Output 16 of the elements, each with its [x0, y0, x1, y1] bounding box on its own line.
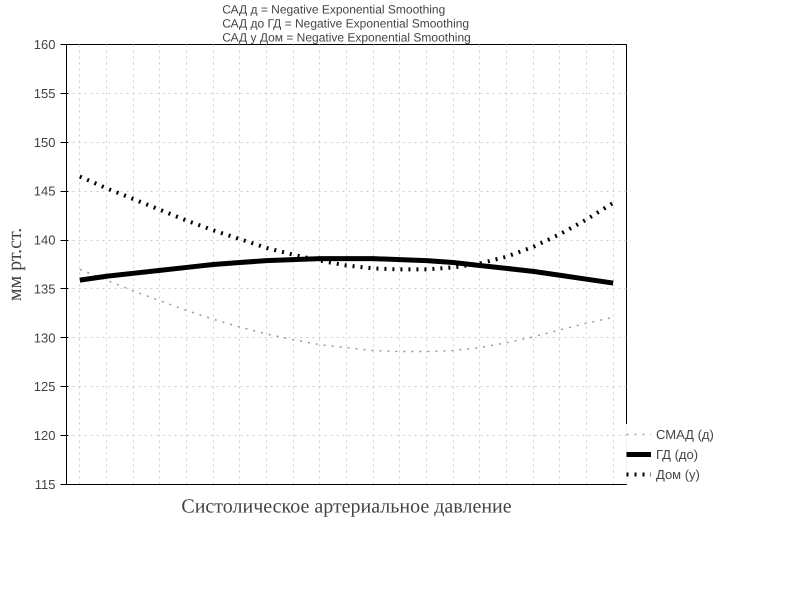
chart-title: САД д = Negative Exponential Smoothing САД до ГД = Negative Exponential Smoothing САД у Дом = Negative Exponential Smoothing: [222, 2, 471, 44]
y-tick-label: 140: [34, 232, 56, 248]
legend-label: Дом (у): [656, 466, 700, 482]
y-tick-label: 155: [34, 86, 56, 101]
y-tick-label: 160: [34, 37, 56, 52]
y-tick-label: 145: [34, 184, 56, 199]
x-axis-title: Систолическое артериальное давление: [181, 496, 512, 518]
y-tick-label: 130: [34, 330, 56, 346]
y-tick-label: 115: [34, 477, 56, 492]
legend-label: СМАД (д): [656, 426, 714, 442]
y-tick-label: 135: [34, 281, 56, 296]
y-axis-title: мм рт.ст.: [4, 228, 26, 302]
y-tick-label: 150: [34, 134, 56, 150]
legend-label: ГД (до): [656, 446, 698, 462]
y-tick-label: 125: [34, 379, 56, 394]
y-tick-label: 120: [34, 428, 56, 444]
